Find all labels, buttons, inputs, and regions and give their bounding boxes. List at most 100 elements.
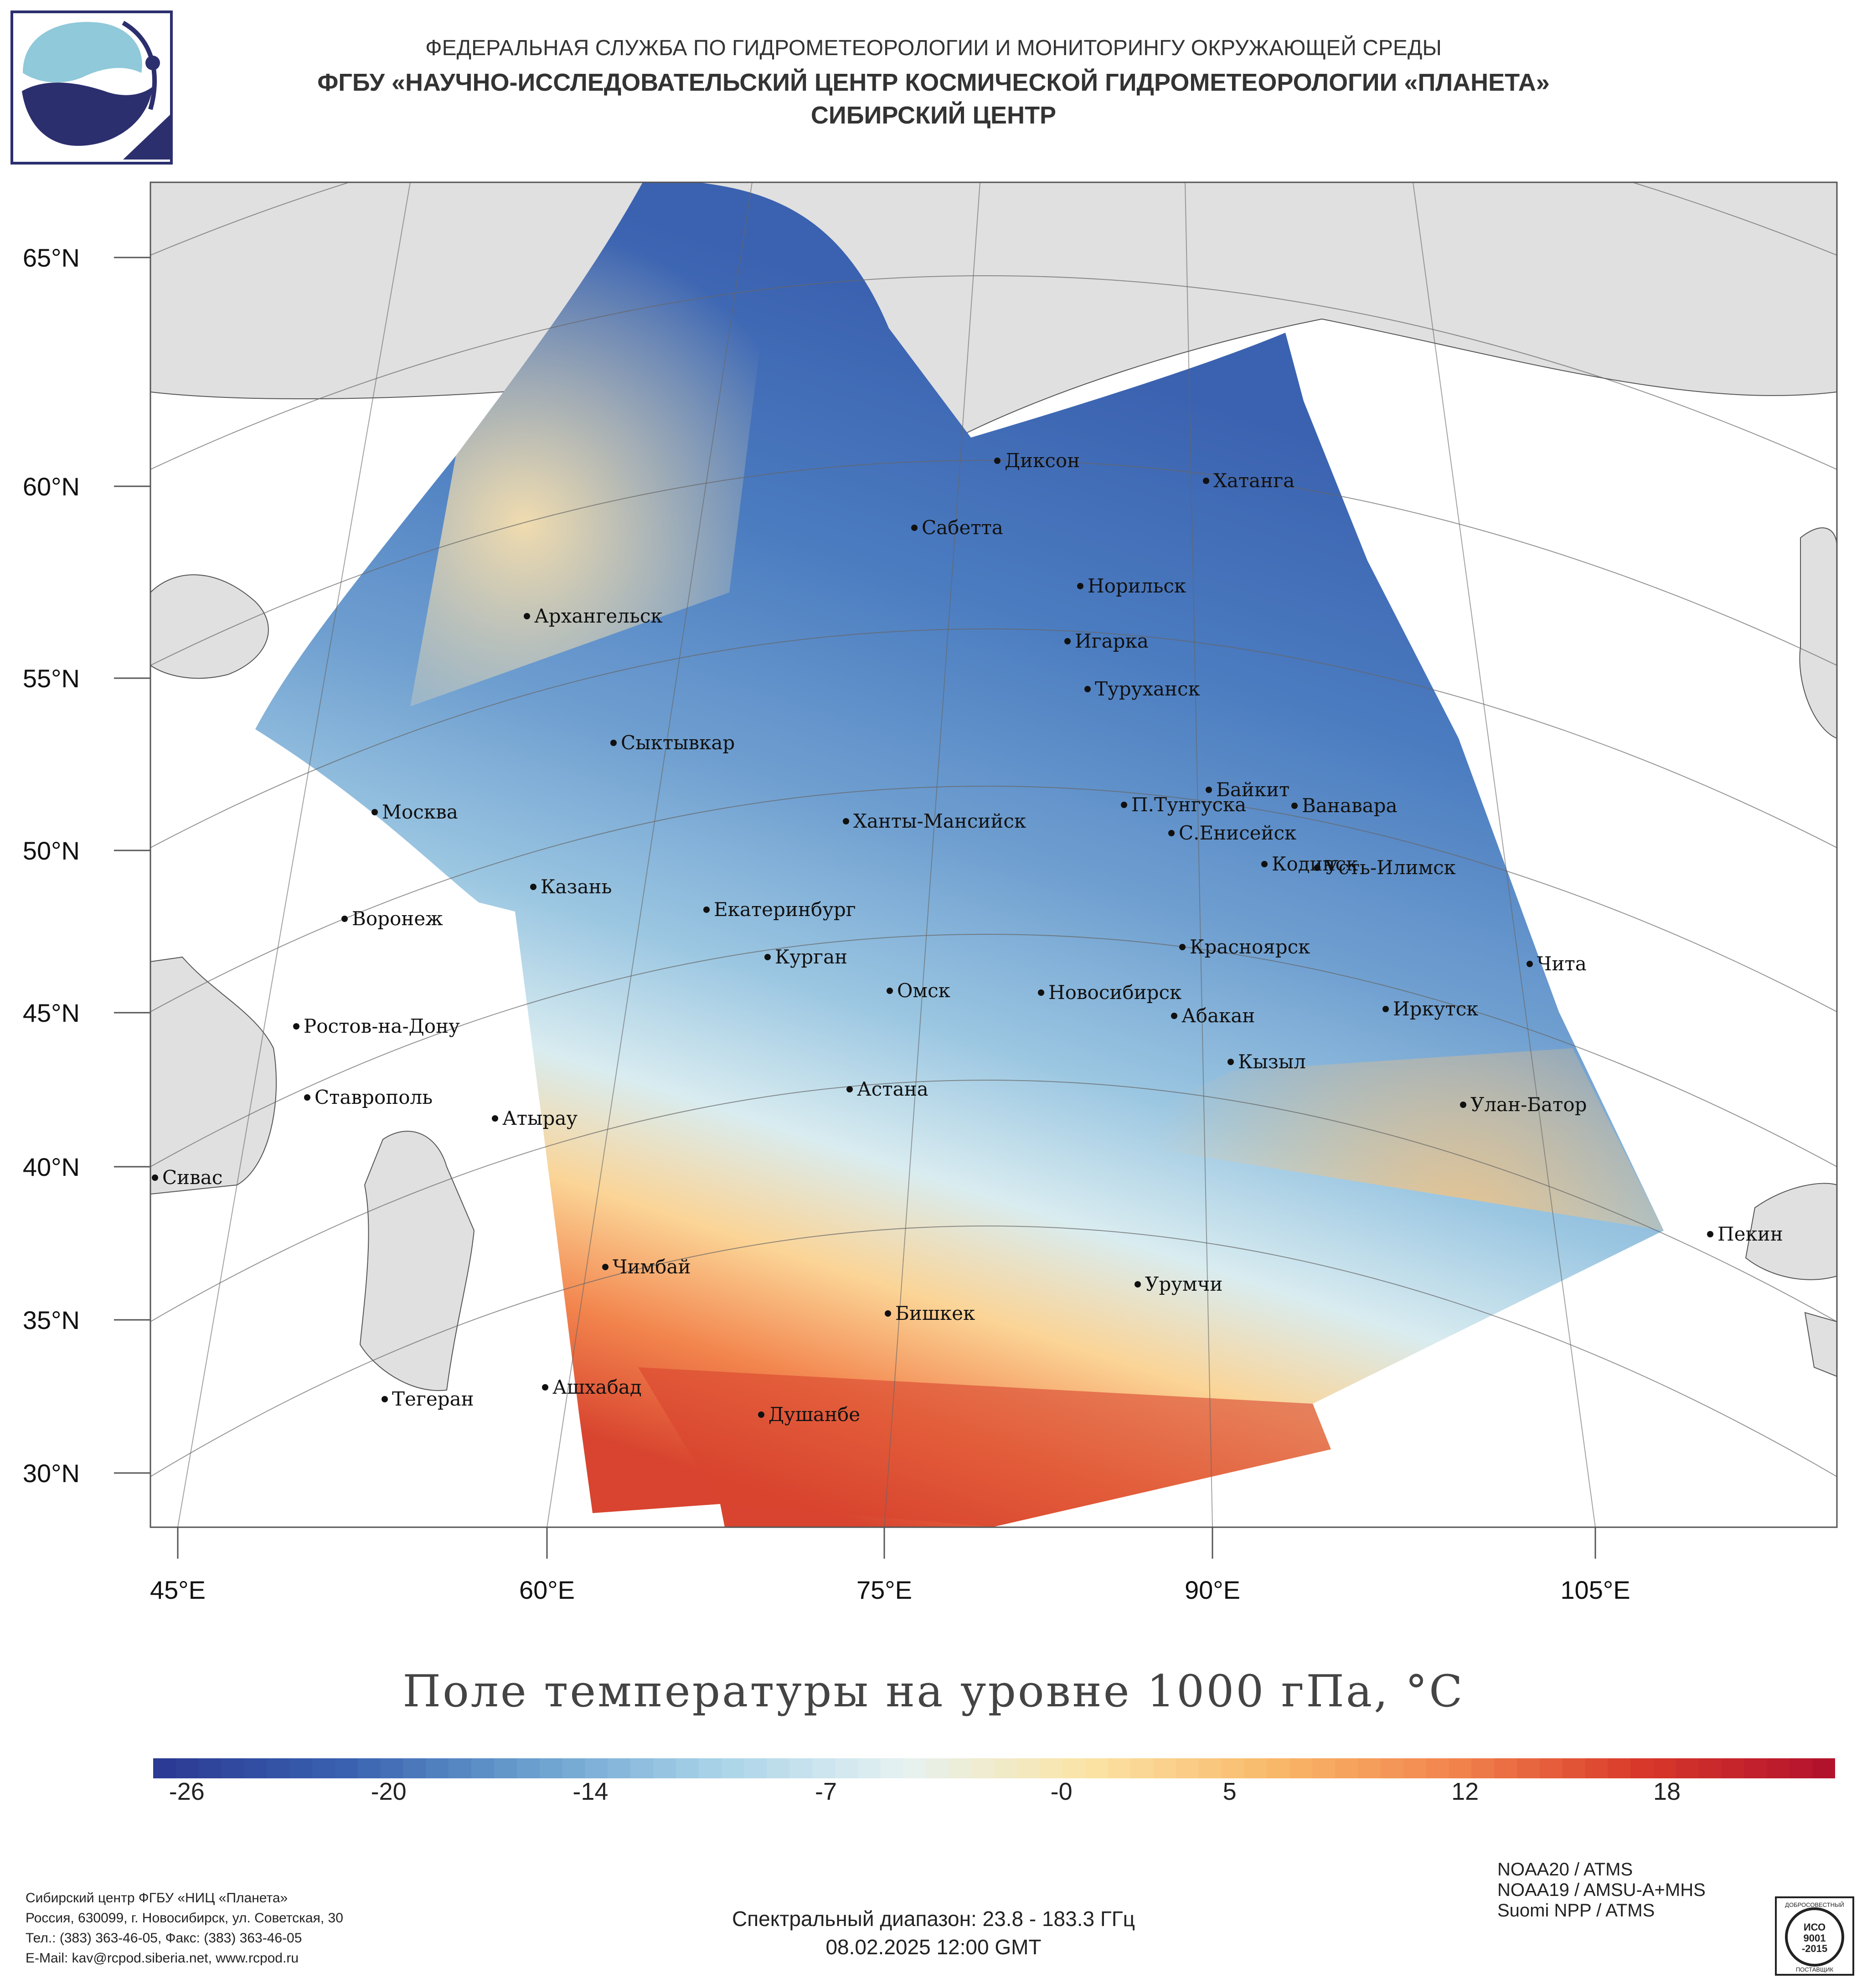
city-dot [1382,1006,1389,1012]
city-dot [1121,802,1127,808]
city-label: Норильск [1088,575,1186,597]
iso-top: ДОБРОСОВЕСТНЫЙ [1785,1901,1844,1908]
city-dot [1203,478,1209,484]
city-label: Чита [1537,953,1587,975]
city-marker: Усть-Илимск [1314,856,1456,879]
city-marker: Бишкек [885,1302,975,1324]
spectral-range: Спектральный диапазон: 23.8 - 183.3 ГГц [732,1907,1135,1931]
colorbar-segment [1812,1758,1835,1778]
city-label: Чимбай [613,1256,691,1278]
city-dot [382,1396,388,1402]
lat-label: 60°N [23,472,80,501]
city-marker: Ростов-на-Дону [293,1015,460,1037]
colorbar-segment [1426,1758,1449,1778]
city-marker: Улан-Батор [1460,1093,1587,1116]
colorbar-segment [903,1758,926,1778]
colorbar-tick-label: -20 [371,1778,407,1805]
city-dot [152,1174,158,1181]
city-label: Пекин [1717,1223,1783,1245]
city-marker: Ставрополь [304,1086,433,1108]
colorbar-segment [1608,1758,1631,1778]
colorbar [153,1758,1835,1778]
colorbar-segment [1539,1758,1563,1778]
colorbar-segment [653,1758,676,1778]
city-marker: Омск [887,979,950,1002]
colorbar-segment [857,1758,881,1778]
colorbar-segment [880,1758,904,1778]
org-line-3: Тел.: (383) 363-46-05, Факс: (383) 363-4… [26,1931,302,1946]
city-dot [885,1310,891,1317]
city-marker: С.Енисейск [1168,822,1296,844]
colorbar-segment [608,1758,631,1778]
city-dot [542,1384,548,1391]
city-marker: Казань [530,876,612,898]
city-dot [1291,803,1298,809]
colorbar-tick-label: -26 [169,1778,205,1805]
colorbar-segment [471,1758,495,1778]
city-marker: Архангельск [524,605,663,627]
city-marker: П.Тунгуска [1121,793,1246,816]
lon-label: 45°E [150,1576,206,1604]
city-label: Тегеран [392,1388,474,1410]
city-label: Абакан [1181,1004,1255,1027]
colorbar-segment [1744,1758,1767,1778]
city-label: Курган [775,946,847,968]
city-dot [293,1023,299,1030]
colorbar-segment [403,1758,426,1778]
colorbar-segment [1153,1758,1176,1778]
lat-label: 45°N [23,999,80,1027]
colorbar-segment [789,1758,813,1778]
city-marker: Чита [1527,953,1587,975]
lat-label: 30°N [23,1459,80,1488]
city-marker: Душанбе [758,1403,860,1426]
colorbar-segment [1721,1758,1745,1778]
city-label: П.Тунгуска [1131,793,1246,816]
colorbar-tick-label: 12 [1451,1778,1479,1805]
colorbar-segment [1653,1758,1676,1778]
colorbar-segment [949,1758,972,1778]
city-dot [530,884,536,890]
colorbar-segment [267,1758,290,1778]
city-dot [843,818,849,824]
city-marker: Воронеж [341,907,443,930]
city-marker: Абакан [1171,1004,1255,1027]
city-label: Новосибирск [1048,981,1181,1004]
colorbar-segment [153,1758,176,1778]
city-dot [1527,961,1533,967]
city-dot [371,809,378,815]
lat-label: 65°N [23,243,80,272]
colorbar-segment [1585,1758,1608,1778]
city-marker: Норильск [1077,575,1186,597]
city-label: Ставрополь [315,1086,433,1108]
city-label: Улан-Батор [1470,1093,1587,1116]
iso-year: -2015 [1802,1943,1827,1954]
city-label: Сыктывкар [621,731,735,754]
colorbar-segment [585,1758,608,1778]
city-marker: Астана [846,1078,928,1100]
colorbar-segment [380,1758,404,1778]
city-marker: Иркутск [1382,998,1478,1020]
colorbar-segment [1176,1758,1199,1778]
colorbar-segment [516,1758,540,1778]
city-label: Кодинск [1272,853,1358,875]
city-dot [602,1264,609,1270]
colorbar-segment [1085,1758,1108,1778]
colorbar-tick-label: 5 [1222,1778,1237,1805]
city-marker: Атырау [492,1107,578,1129]
colorbar-segment [676,1758,699,1778]
city-label: Красноярск [1190,936,1310,958]
colorbar-segment [1562,1758,1586,1778]
city-label: Хатанга [1213,469,1295,492]
city-marker: Пекин [1707,1223,1783,1245]
city-dot [492,1115,498,1122]
header-institute: ФГБУ «НАУЧНО-ИССЛЕДОВАТЕЛЬСКИЙ ЦЕНТР КОС… [317,69,1550,96]
colorbar-segment [721,1758,745,1778]
colorbar-segment [244,1758,267,1778]
colorbar-segment [1767,1758,1790,1778]
header-agency: ФЕДЕРАЛЬНАЯ СЛУЖБА ПО ГИДРОМЕТЕОРОЛОГИИ … [425,36,1442,60]
colorbar-segment [175,1758,199,1778]
map-title: Поле температуры на уровне 1000 гПа, °C [402,1666,1465,1717]
city-label: Воронеж [352,907,443,930]
colorbar-segment [812,1758,836,1778]
city-dot [911,525,918,531]
